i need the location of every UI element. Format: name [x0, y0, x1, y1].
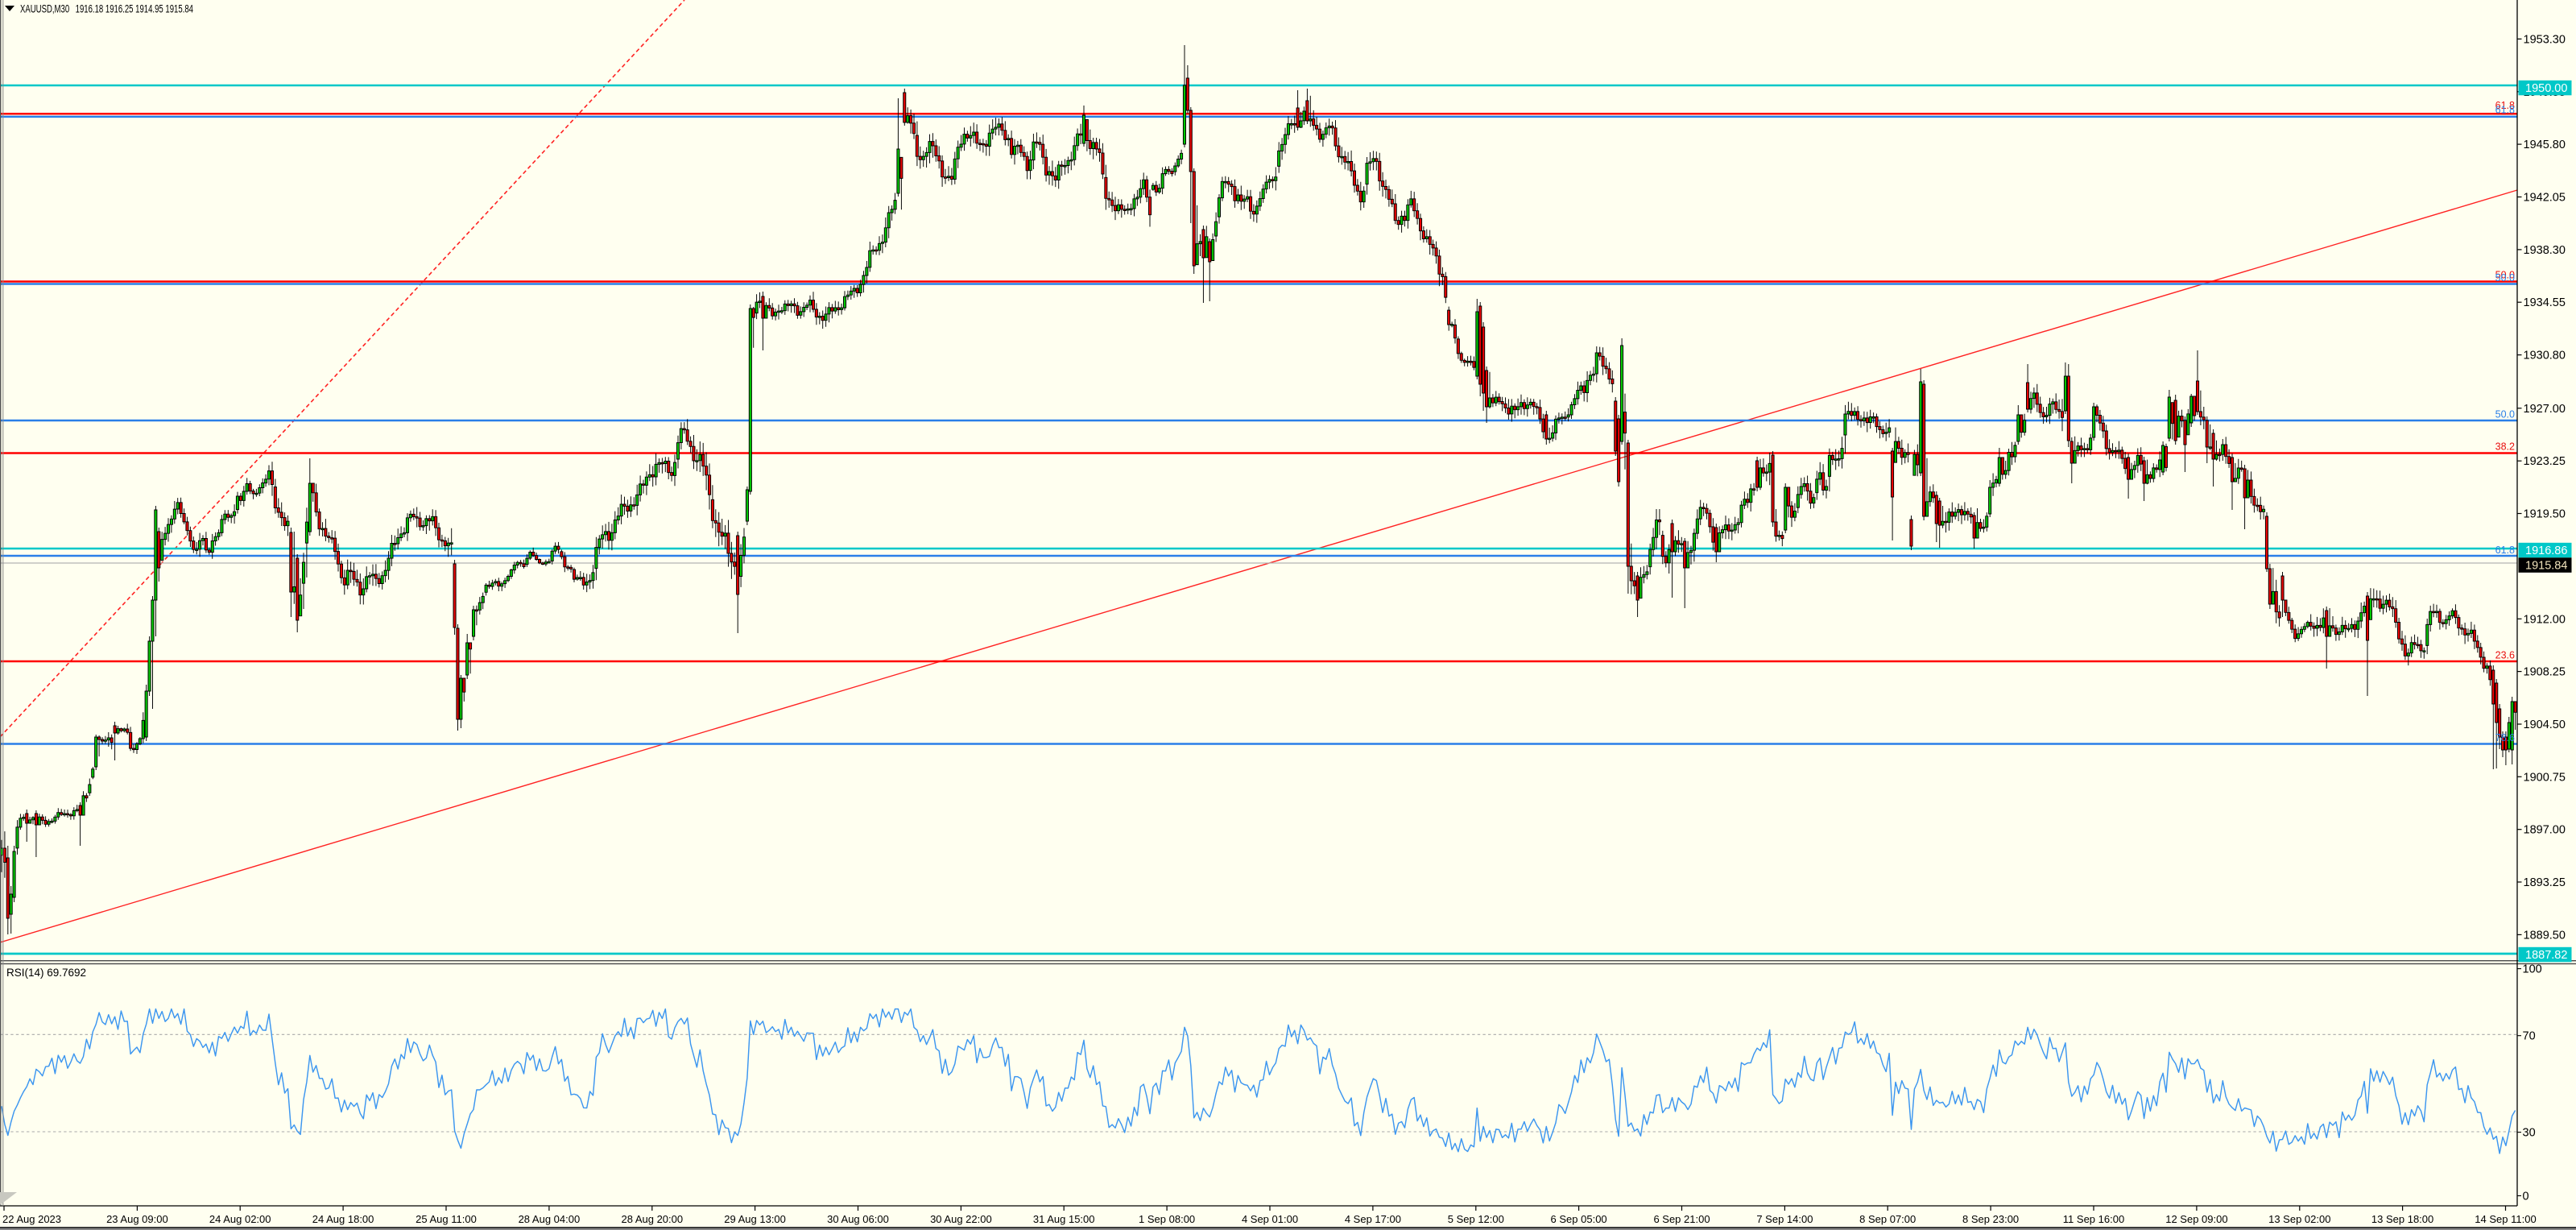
svg-text:61.8: 61.8 [2495, 545, 2515, 556]
svg-text:13 Sep 02:00: 13 Sep 02:00 [2268, 1213, 2330, 1225]
svg-text:13 Sep 18:00: 13 Sep 18:00 [2371, 1213, 2433, 1225]
svg-text:1908.25: 1908.25 [2524, 666, 2566, 679]
svg-text:30 Aug 22:00: 30 Aug 22:00 [930, 1213, 992, 1225]
svg-text:1912.00: 1912.00 [2524, 613, 2566, 626]
svg-text:61.8: 61.8 [2495, 100, 2515, 111]
svg-text:0: 0 [2523, 1191, 2529, 1203]
svg-text:1923.25: 1923.25 [2524, 455, 2566, 468]
svg-text:50.0: 50.0 [2495, 272, 2515, 284]
svg-text:30 Aug 06:00: 30 Aug 06:00 [827, 1213, 889, 1225]
svg-text:1919.50: 1919.50 [2524, 508, 2566, 521]
svg-text:1950.00: 1950.00 [2525, 82, 2567, 95]
svg-text:1897.00: 1897.00 [2524, 824, 2566, 837]
svg-text:70: 70 [2523, 1030, 2536, 1043]
svg-text:1953.30: 1953.30 [2524, 33, 2566, 46]
svg-text:1916.86: 1916.86 [2525, 545, 2567, 557]
svg-text:1915.84: 1915.84 [2525, 560, 2567, 573]
svg-text:23 Aug 09:00: 23 Aug 09:00 [106, 1213, 168, 1225]
svg-text:50.0: 50.0 [2495, 409, 2515, 420]
svg-text:1904.50: 1904.50 [2524, 719, 2566, 731]
svg-text:1900.75: 1900.75 [2524, 771, 2566, 784]
svg-text:24 Aug 18:00: 24 Aug 18:00 [312, 1213, 374, 1225]
svg-text:XAUUSD,M30 1916.18 1916.25 19: XAUUSD,M30 1916.18 1916.25 1914.95 1915.… [20, 2, 193, 15]
svg-text:38.2: 38.2 [2495, 441, 2515, 453]
svg-text:8 Sep 07:00: 8 Sep 07:00 [1859, 1213, 1916, 1225]
svg-text:25 Aug 11:00: 25 Aug 11:00 [416, 1213, 477, 1225]
svg-text:23.6: 23.6 [2495, 650, 2515, 661]
svg-text:8 Sep 23:00: 8 Sep 23:00 [1962, 1213, 2019, 1225]
svg-text:1 Sep 08:00: 1 Sep 08:00 [1139, 1213, 1195, 1225]
svg-text:1934.55: 1934.55 [2524, 296, 2566, 309]
svg-text:50.0: 50.0 [2495, 270, 2515, 281]
svg-text:29 Aug 13:00: 29 Aug 13:00 [724, 1213, 786, 1225]
svg-text:11 Sep 16:00: 11 Sep 16:00 [2063, 1213, 2124, 1225]
svg-text:1945.80: 1945.80 [2524, 139, 2566, 151]
svg-text:1889.50: 1889.50 [2524, 929, 2566, 942]
svg-text:14 Sep 11:00: 14 Sep 11:00 [2475, 1213, 2536, 1225]
svg-text:7 Sep 14:00: 7 Sep 14:00 [1756, 1213, 1813, 1225]
svg-text:4 Sep 17:00: 4 Sep 17:00 [1345, 1213, 1401, 1225]
svg-text:1927.00: 1927.00 [2524, 403, 2566, 416]
svg-text:4 Sep 01:00: 4 Sep 01:00 [1242, 1213, 1298, 1225]
svg-text:1893.25: 1893.25 [2524, 876, 2566, 889]
svg-text:31 Aug 15:00: 31 Aug 15:00 [1033, 1213, 1095, 1225]
svg-text:30: 30 [2523, 1127, 2536, 1140]
svg-text:100: 100 [2523, 963, 2542, 976]
svg-text:22 Aug 2023: 22 Aug 2023 [2, 1213, 61, 1225]
svg-text:12 Sep 09:00: 12 Sep 09:00 [2165, 1213, 2227, 1225]
svg-text:1942.05: 1942.05 [2524, 192, 2566, 205]
svg-text:1938.30: 1938.30 [2524, 244, 2566, 257]
svg-text:6 Sep 21:00: 6 Sep 21:00 [1653, 1213, 1710, 1225]
svg-text:6 Sep 05:00: 6 Sep 05:00 [1551, 1213, 1607, 1225]
svg-text:5 Sep 12:00: 5 Sep 12:00 [1448, 1213, 1504, 1225]
svg-text:24 Aug 02:00: 24 Aug 02:00 [209, 1213, 271, 1225]
svg-text:28 Aug 20:00: 28 Aug 20:00 [621, 1213, 683, 1225]
svg-text:28 Aug 04:00: 28 Aug 04:00 [519, 1213, 581, 1225]
svg-text:1887.82: 1887.82 [2525, 949, 2567, 962]
svg-text:RSI(14) 69.7692: RSI(14) 69.7692 [6, 967, 86, 979]
svg-text:61.8: 61.8 [2495, 105, 2515, 116]
svg-text:78.6: 78.6 [2495, 732, 2515, 743]
svg-text:1930.80: 1930.80 [2524, 350, 2566, 362]
